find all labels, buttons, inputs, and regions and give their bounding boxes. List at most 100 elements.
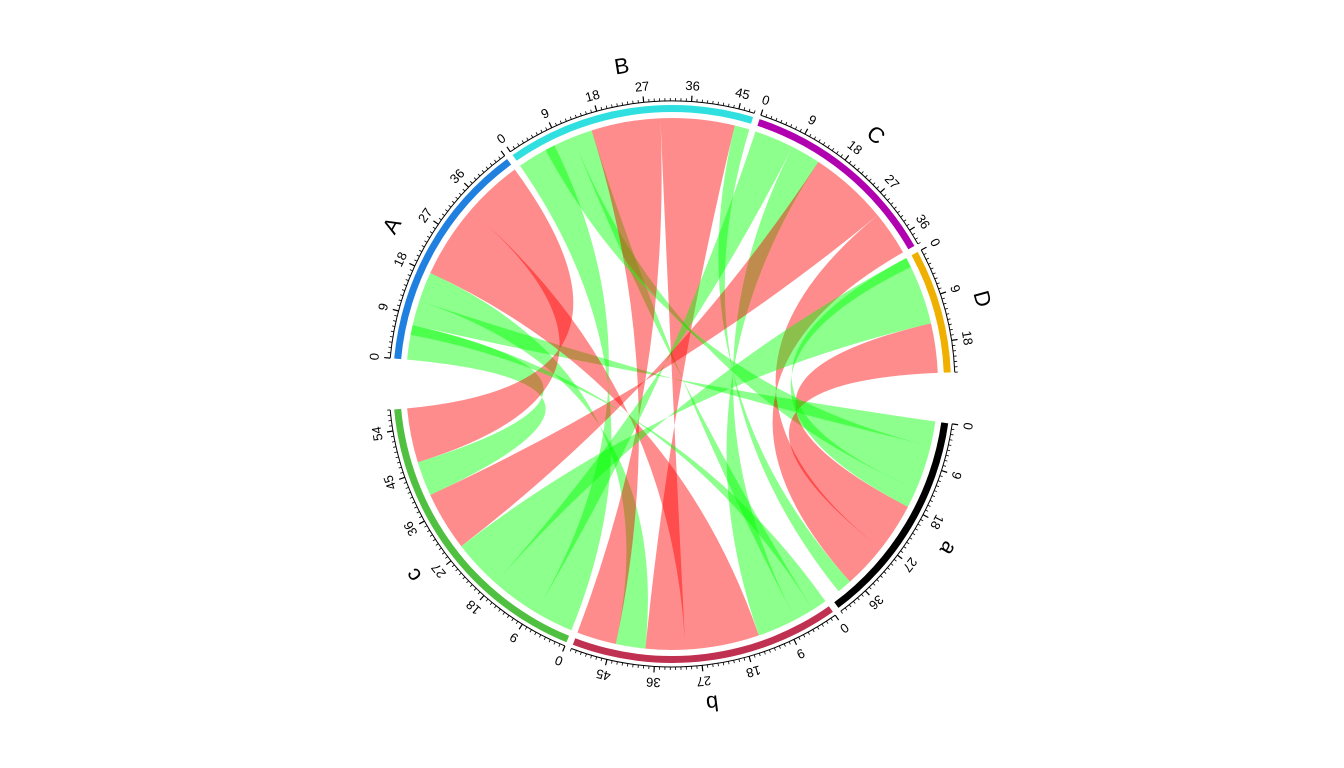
tick-D-10 xyxy=(941,297,945,300)
sectors-layer xyxy=(394,104,951,663)
link-D-a-16 xyxy=(788,323,938,549)
axis-line-D xyxy=(920,249,956,373)
tick-b-18 xyxy=(748,656,752,663)
tick-c-46 xyxy=(400,471,404,474)
tick-a-7 xyxy=(944,459,948,462)
tick-B-8 xyxy=(545,127,548,131)
link-A-b-3 xyxy=(430,210,759,650)
tick-A-42 xyxy=(489,162,493,166)
tick-D-0 xyxy=(920,246,927,251)
sector-label-A: A xyxy=(377,213,406,238)
tick-C-30 xyxy=(890,202,894,205)
tick-label-C-9: 9 xyxy=(806,112,819,129)
tick-A-43 xyxy=(494,159,497,163)
tick-A-23 xyxy=(424,240,428,243)
tick-c-8 xyxy=(524,626,528,630)
tick-a-21 xyxy=(915,528,919,531)
tick-label-a-27: 27 xyxy=(900,555,921,576)
tick-b-1 xyxy=(830,617,833,621)
tick-b-6 xyxy=(807,631,810,635)
tick-c-4 xyxy=(543,636,546,641)
tick-c-7 xyxy=(529,629,532,633)
tick-C-34 xyxy=(903,219,907,222)
tick-a-12 xyxy=(935,485,940,488)
tick-A-22 xyxy=(421,245,425,248)
link-C-c-13 xyxy=(430,161,878,547)
tick-c-24 xyxy=(458,572,462,576)
tick-a-33 xyxy=(876,579,880,582)
tick-B-4 xyxy=(526,137,529,141)
tick-b-22 xyxy=(728,661,730,665)
tick-b-17 xyxy=(753,654,756,658)
tick-D-14 xyxy=(947,318,951,320)
tick-label-c-36: 36 xyxy=(400,519,420,539)
tick-c-21 xyxy=(469,584,473,587)
sector-label-c: c xyxy=(400,564,427,588)
tick-label-c-27: 27 xyxy=(428,560,449,581)
tick-B-17 xyxy=(590,109,592,113)
tick-c-28 xyxy=(445,556,448,559)
tick-label-D-18: 18 xyxy=(959,330,976,347)
tick-A-33 xyxy=(455,196,459,200)
tick-b-42 xyxy=(621,662,624,666)
tick-a-30 xyxy=(887,567,890,570)
tick-B-0 xyxy=(506,146,511,153)
tick-label-A-0: 0 xyxy=(366,352,382,361)
tick-a-10 xyxy=(939,475,943,477)
tick-label-a-9: 9 xyxy=(948,470,964,481)
tick-C-15 xyxy=(831,147,835,151)
tick-A-19 xyxy=(414,259,418,262)
tick-D-8 xyxy=(938,287,942,290)
tick-a-39 xyxy=(853,600,856,604)
tick-B-10 xyxy=(555,122,557,126)
tick-a-3 xyxy=(949,439,953,441)
tick-label-C-18: 18 xyxy=(845,137,866,158)
tick-B-27 xyxy=(642,96,645,103)
tick-D-2 xyxy=(925,257,929,260)
tick-A-17 xyxy=(409,269,413,272)
link-A-c-4 xyxy=(407,169,574,463)
tick-a-17 xyxy=(925,509,929,512)
sector-track-b xyxy=(572,606,833,663)
sector-label-B: B xyxy=(613,52,631,79)
axis-line-A xyxy=(389,155,505,359)
tick-D-13 xyxy=(946,313,950,315)
tick-A-40 xyxy=(481,169,485,173)
axis-line-c xyxy=(389,409,566,647)
tick-c-43 xyxy=(405,486,409,489)
tick-A-11 xyxy=(398,299,402,302)
tick-D-12 xyxy=(944,308,948,310)
tick-B-45 xyxy=(738,103,741,110)
tick-B-47 xyxy=(748,108,751,112)
tick-c-38 xyxy=(416,511,420,514)
tick-label-B-45: 45 xyxy=(734,84,752,102)
tick-A-0 xyxy=(384,356,391,359)
tick-b-14 xyxy=(769,649,771,653)
tick-B-48 xyxy=(753,110,756,114)
tick-a-6 xyxy=(945,454,949,457)
tick-C-6 xyxy=(790,124,793,128)
tick-C-28 xyxy=(883,194,887,197)
tick-A-35 xyxy=(462,188,466,192)
tick-b-4 xyxy=(817,626,820,630)
tick-A-7 xyxy=(393,320,397,322)
tick-B-15 xyxy=(580,112,582,117)
tick-b-13 xyxy=(774,647,776,651)
tick-c-37 xyxy=(419,516,423,519)
link-B-b-9 xyxy=(645,117,735,650)
tick-a-24 xyxy=(906,541,910,545)
tick-c-40 xyxy=(411,501,415,504)
sector-label-a: a xyxy=(934,537,962,561)
tick-a-8 xyxy=(942,465,947,467)
tick-B-21 xyxy=(611,104,613,108)
tick-a-16 xyxy=(927,504,931,507)
tick-c-0 xyxy=(562,645,566,652)
tick-A-20 xyxy=(416,254,420,257)
tick-C-10 xyxy=(809,133,812,137)
tick-C-19 xyxy=(848,160,852,164)
tick-C-4 xyxy=(780,119,783,123)
link-B-c-5 xyxy=(520,145,612,631)
tick-C-1 xyxy=(765,114,768,118)
tick-c-6 xyxy=(534,632,537,636)
